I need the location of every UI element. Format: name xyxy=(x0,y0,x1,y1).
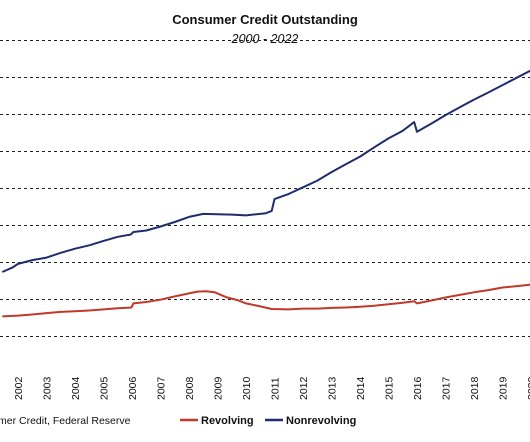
x-tick-label: 2003 xyxy=(42,376,54,400)
series-lines xyxy=(1,69,530,318)
x-tick-label: 2009 xyxy=(213,376,225,400)
grid-lines xyxy=(0,40,530,337)
legend: Revolving Nonrevolving xyxy=(180,415,356,427)
x-tick-label: 2008 xyxy=(184,376,196,400)
x-tick-label: 2007 xyxy=(156,376,168,400)
x-tick-label: 2012 xyxy=(298,376,310,400)
x-tick-label: 2018 xyxy=(469,376,481,400)
legend-label-revolving: Revolving xyxy=(201,415,254,427)
x-tick-label: 2006 xyxy=(127,376,139,400)
x-tick-label: 2020 xyxy=(526,376,530,400)
x-tick-label: 2017 xyxy=(441,376,453,400)
x-tick-label: 2019 xyxy=(498,376,510,400)
chart-subtitle: 2000 - 2022 xyxy=(231,32,299,46)
x-tick-label: 2004 xyxy=(70,376,82,400)
legend-label-nonrevolving: Nonrevolving xyxy=(286,415,356,427)
series-line-revolving xyxy=(2,283,530,318)
x-tick-label: 2013 xyxy=(327,376,339,400)
x-tick-label: 2005 xyxy=(99,376,111,400)
x-axis-tick-labels: 2002 2003 2004 2005 2006 2007 2008 2009 2010 2011… xyxy=(13,376,530,400)
series-line-nonrevolving xyxy=(1,69,530,273)
x-tick-label: 2014 xyxy=(355,376,367,400)
chart-title: Consumer Credit Outstanding xyxy=(172,12,358,27)
x-tick-label: 2010 xyxy=(241,376,253,400)
x-tick-label: 2016 xyxy=(412,376,424,400)
x-tick-label: 2002 xyxy=(13,376,25,400)
x-tick-label: 2011 xyxy=(270,377,282,400)
source-note: mer Credit, Federal Reserve xyxy=(0,415,131,427)
x-tick-label: 2015 xyxy=(384,376,396,400)
